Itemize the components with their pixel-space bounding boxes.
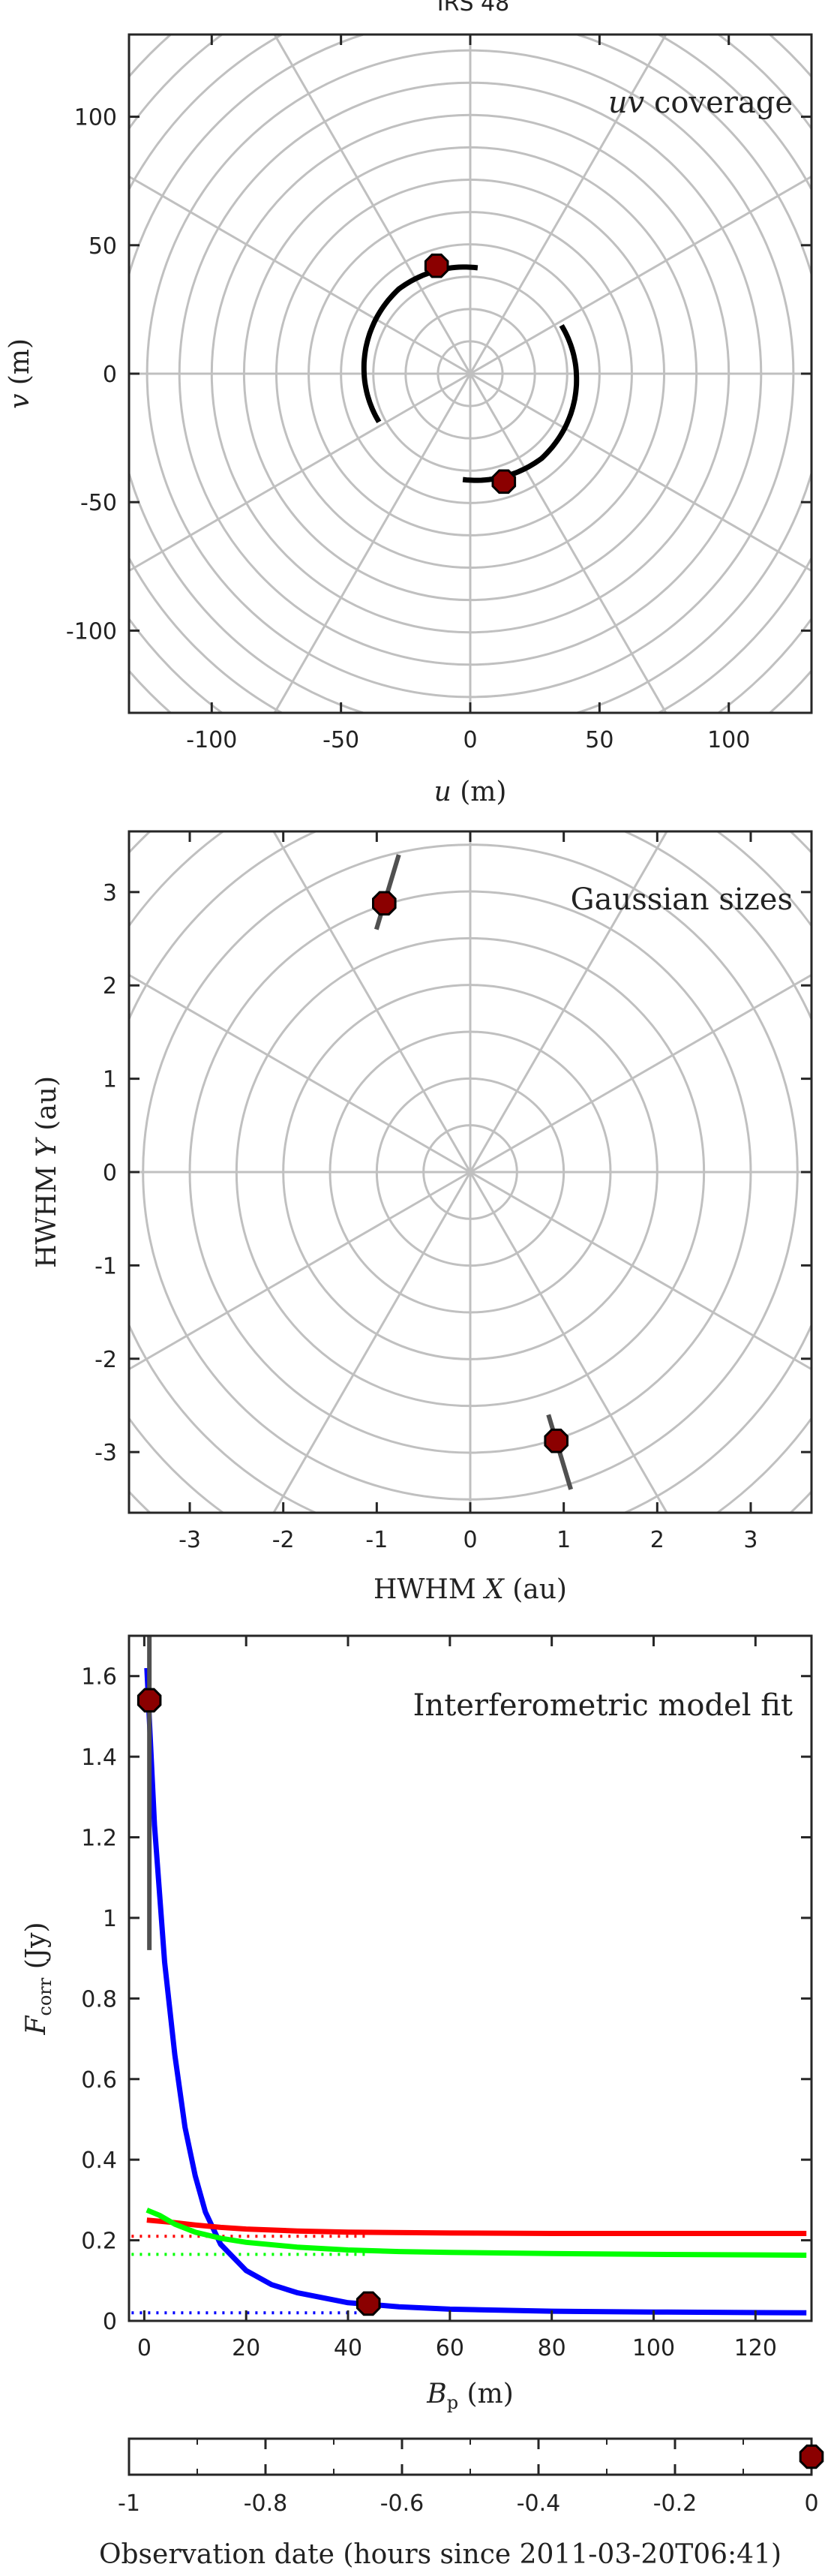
gauss-ytick-label: 3 xyxy=(103,880,117,906)
gauss-grid-spoke xyxy=(272,831,668,1513)
uv-ytick-label: -50 xyxy=(80,490,117,516)
fit-y-axis-label: Fcorr (Jy) xyxy=(21,1922,56,2035)
gauss-x-axis-label: HWHM X (au) xyxy=(374,1574,567,1605)
uv-grid-spoke xyxy=(129,175,812,573)
fit-axes-frame xyxy=(128,1634,813,2322)
uv-ytick-label: 50 xyxy=(88,233,117,260)
uv-ytick-label: -100 xyxy=(66,618,117,645)
fit-xtick-label: 80 xyxy=(538,2335,566,2361)
fit-ytick-label: 1.2 xyxy=(81,1826,117,1852)
uv-point-1 xyxy=(424,253,449,278)
fit-ytick-label: 0.4 xyxy=(81,2148,117,2174)
uv-grid-spoke xyxy=(129,175,812,573)
time-xtick-label: -0.8 xyxy=(244,2490,288,2517)
uv-ytick-label: 100 xyxy=(74,105,117,131)
time-xtick-label: -0.2 xyxy=(653,2490,698,2517)
uv-xtick-label: -50 xyxy=(322,727,359,753)
gauss-ytick-label: 0 xyxy=(103,1160,117,1186)
fit-xtick-label: 60 xyxy=(436,2335,464,2361)
model-fit-panel: 0 20 40 60 80 100 120 0 0.2 0.4 0.6 0.8 1 1.2 1.4 1.6 In… xyxy=(21,1634,813,2413)
gauss-xtick-label: 3 xyxy=(743,1527,758,1553)
gauss-xtick-label: -3 xyxy=(178,1527,201,1553)
gauss-point-1 xyxy=(372,891,397,916)
fit-ytick-label: 1.6 xyxy=(81,1664,117,1691)
fit-plot-area xyxy=(131,1636,807,2316)
time-xtick-label: -0.4 xyxy=(517,2490,561,2517)
fit-panel-title: Interferometric model fit xyxy=(413,1688,793,1723)
fit-xtick-label: 120 xyxy=(734,2335,777,2361)
gauss-xtick-label: 0 xyxy=(463,1527,477,1553)
uv-grid-ring xyxy=(129,35,812,713)
gauss-ytick-label: -2 xyxy=(94,1347,117,1373)
gauss-xtick-label: 1 xyxy=(556,1527,571,1553)
uv-xtick-label: 100 xyxy=(707,727,750,753)
gauss-ytick-label: -3 xyxy=(94,1440,117,1466)
uv-point-2 xyxy=(491,469,517,494)
uv-polar-grid xyxy=(129,35,812,713)
gauss-y-axis-label: HWHM Y (au) xyxy=(32,1076,62,1268)
fit-ytick-label: 0 xyxy=(103,2309,117,2335)
fit-ytick-label: 1 xyxy=(103,1906,117,1932)
time-point-1 xyxy=(799,2444,824,2469)
observation-date-panel: -1 -0.8 -0.6 -0.4 -0.2 0 Observation date (hou… xyxy=(99,2437,824,2570)
fit-ytick-label: 1.4 xyxy=(81,1745,117,1771)
fit-ytick-label: 0.6 xyxy=(81,2067,117,2094)
fit-point-2 xyxy=(356,2291,381,2316)
fit-ytick-label: 0.8 xyxy=(81,1986,117,2012)
uv-ytick-label: 0 xyxy=(103,362,117,388)
gauss-ytick-label: 2 xyxy=(103,973,117,999)
time-x-axis-label: Observation date (hours since 2011-03-20… xyxy=(99,2539,782,2570)
uv-xtick-label: 0 xyxy=(463,727,477,753)
fit-xtick-label: 40 xyxy=(334,2335,362,2361)
gauss-grid-spoke xyxy=(129,973,812,1371)
gauss-xtick-label: -1 xyxy=(365,1527,388,1553)
gauss-xtick-label: -2 xyxy=(272,1527,295,1553)
fit-point-1 xyxy=(136,1688,162,1713)
fit-series-line-2 xyxy=(146,2217,807,2236)
fit-xtick-label: 0 xyxy=(137,2335,152,2361)
gauss-panel-title: Gaussian sizes xyxy=(571,882,793,917)
fit-ytick-label: 0.2 xyxy=(81,2229,117,2255)
time-xtick-label: -1 xyxy=(118,2490,140,2517)
uv-xtick-label: -100 xyxy=(186,727,237,753)
uv-x-axis-label: u (m) xyxy=(434,777,507,807)
gauss-xtick-label: 2 xyxy=(650,1527,664,1553)
fit-xtick-label: 20 xyxy=(232,2335,260,2361)
uv-panel-title: uv coverage xyxy=(608,86,793,120)
time-xtick-label: 0 xyxy=(804,2490,818,2517)
gauss-ytick-label: 1 xyxy=(103,1067,117,1093)
gauss-grid-spoke xyxy=(272,831,668,1513)
uv-coverage-panel: -100 -50 0 50 100 -100 -50 0 50 100 uv coverage u (… xyxy=(4,33,813,807)
uv-grid-spoke xyxy=(273,35,668,713)
figure-title: IRS 48 xyxy=(437,0,509,17)
fit-series-line-3 xyxy=(146,2208,807,2258)
fit-series-line-1 xyxy=(144,1667,807,2316)
fit-x-axis-label: Bp (m) xyxy=(426,2379,514,2413)
uv-y-axis-label: v (m) xyxy=(4,338,35,409)
fit-xtick-label: 100 xyxy=(632,2335,675,2361)
gauss-point-2 xyxy=(544,1428,568,1453)
uv-grid-spoke xyxy=(273,35,668,713)
time-xtick-label: -0.6 xyxy=(380,2490,424,2517)
uv-xtick-label: 50 xyxy=(585,727,614,753)
gauss-ytick-label: -1 xyxy=(94,1253,117,1279)
